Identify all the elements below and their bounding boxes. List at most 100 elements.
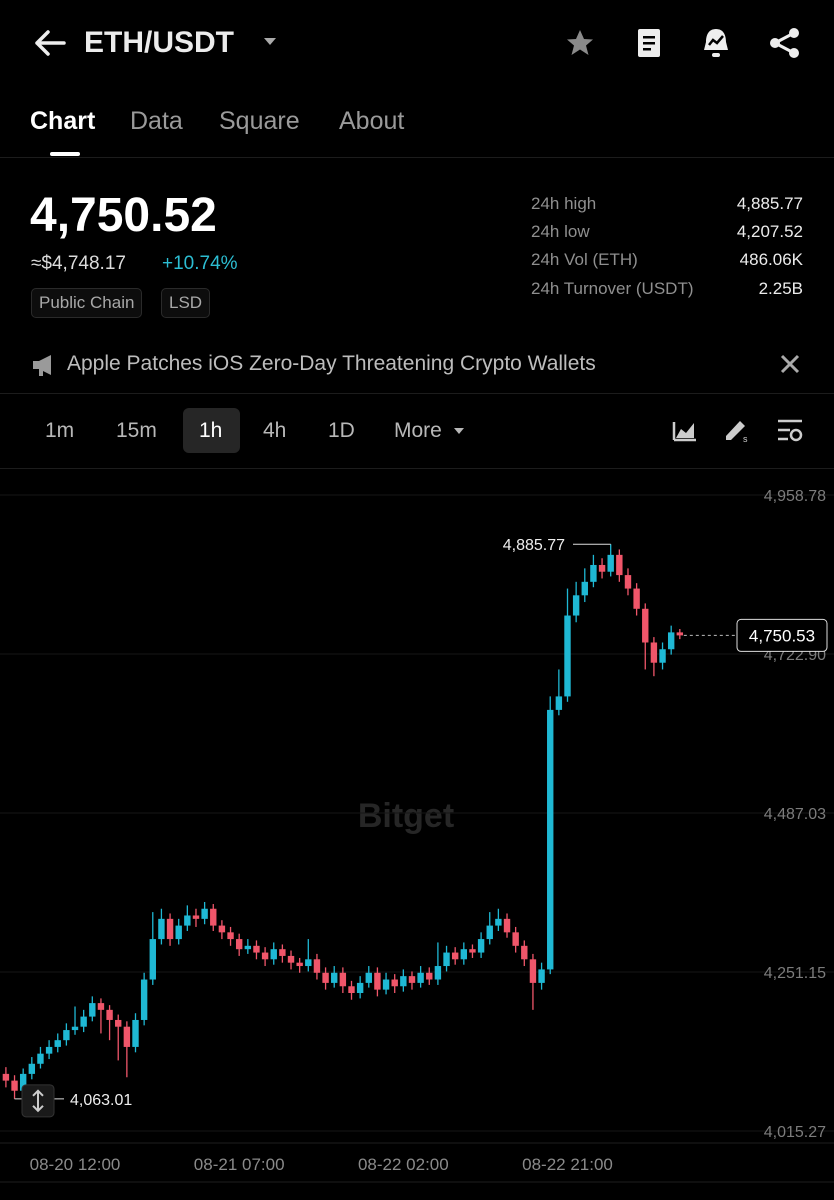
divider (0, 157, 834, 158)
candle-body (313, 959, 321, 973)
candle-body (184, 915, 191, 926)
candle-body (210, 908, 217, 926)
interval[interactable]: 1h (199, 419, 223, 442)
y-tick-label: 4,958.78 (764, 488, 826, 505)
candle-body (244, 945, 252, 950)
x-tick-label: 08-22 21:00 (522, 1155, 613, 1174)
candlestick-chart: Bitget 4,958.784,722.904,487.034,251.154… (0, 488, 834, 1183)
pair-title[interactable]: ETH/USDT (84, 26, 234, 59)
more-dropdown[interactable] (454, 427, 464, 435)
candle-body (305, 959, 312, 967)
candle-body (71, 1026, 79, 1031)
candle-body (54, 1040, 61, 1047)
stat-value: 4,885.77 (736, 194, 803, 213)
candle-body (477, 939, 485, 953)
price-change: +10.74% (162, 253, 238, 274)
candle-body (581, 581, 588, 596)
pair-dropdown[interactable] (263, 37, 277, 47)
interval[interactable]: 15m (116, 419, 157, 442)
candle-body (218, 925, 226, 933)
candle-body (287, 955, 295, 963)
candle-body (676, 632, 684, 636)
candle-body (555, 696, 563, 710)
news-headline[interactable]: Apple Patches iOS Zero-Day Threatening C… (67, 352, 596, 375)
candle-body (598, 564, 606, 572)
candle-body (382, 979, 390, 990)
settings-icon[interactable] (776, 417, 804, 443)
candle-body (667, 632, 675, 650)
alert-icon[interactable] (700, 26, 732, 60)
stat-label: 24h high (531, 194, 597, 213)
candle-body (261, 952, 269, 960)
candle-body (607, 554, 614, 572)
high-marker-label: 4,885.77 (503, 537, 565, 554)
close-news[interactable] (780, 354, 800, 374)
notes-icon[interactable] (634, 27, 664, 59)
candle-body (512, 932, 519, 946)
interval[interactable]: 1D (328, 419, 355, 442)
candle-body (2, 1073, 10, 1081)
interval[interactable]: More (394, 419, 442, 442)
favorite-icon[interactable] (565, 28, 595, 58)
candle-body (19, 1073, 27, 1091)
y-tick-label: 4,015.27 (764, 1124, 826, 1141)
candle-body (443, 952, 450, 967)
x-tick-label: 08-21 07:00 (194, 1155, 285, 1174)
stat-label: 24h Turnover (USDT) (531, 279, 694, 298)
last-price-label: 4,750.53 (749, 626, 815, 645)
candle-body (192, 915, 200, 919)
tab[interactable]: Chart (30, 107, 96, 135)
candle-body (391, 979, 398, 987)
y-tick-label: 4,251.15 (764, 965, 826, 982)
candle-body (564, 615, 571, 697)
indicator-icon[interactable] (672, 418, 698, 444)
candle-body (11, 1080, 18, 1091)
candle-body (339, 972, 347, 987)
candle-body (106, 1009, 113, 1020)
candle-body (227, 932, 234, 940)
candle-body (37, 1053, 44, 1064)
candle-body (279, 949, 286, 956)
stat-value: 2.25B (758, 279, 803, 298)
tag[interactable]: LSD (161, 288, 211, 318)
last-price-box (736, 618, 828, 652)
watermark: Bitget (358, 797, 454, 835)
back-button[interactable] (32, 28, 68, 58)
candle-body (331, 972, 338, 983)
candle-body (547, 709, 554, 970)
candle-body (348, 986, 355, 994)
x-tick-label: 08-22 02:00 (358, 1155, 449, 1174)
candle-body (365, 972, 372, 983)
candle-body (80, 1016, 87, 1027)
candle-body (201, 908, 208, 919)
interval[interactable]: 4h (263, 419, 287, 442)
tab[interactable]: Data (130, 107, 183, 135)
candle-body (529, 959, 537, 983)
tab-underline (50, 152, 80, 156)
candle-body (63, 1030, 70, 1041)
candle-body (149, 939, 156, 980)
share-icon[interactable] (768, 27, 802, 59)
candle-body (132, 1019, 139, 1047)
candle-body (650, 642, 658, 663)
tag[interactable]: Public Chain (31, 288, 143, 318)
candle-body (123, 1026, 131, 1047)
tab[interactable]: Square (219, 107, 300, 135)
candle-body (486, 925, 493, 940)
candle-body (659, 649, 666, 663)
candle-body (374, 972, 381, 990)
stat-label: 24h Vol (ETH) (531, 250, 638, 269)
draw-icon[interactable]: s (723, 416, 751, 444)
stat-label: 24h low (531, 222, 590, 241)
y-tick-label: 4,487.03 (764, 806, 826, 823)
candle-body (590, 564, 597, 582)
candle-body (296, 962, 303, 967)
tab[interactable]: About (339, 107, 405, 135)
stat-value: 486.06K (739, 250, 803, 269)
candle-body (426, 972, 433, 980)
stat-value: 4,207.52 (736, 222, 803, 241)
candle-body (166, 918, 174, 940)
interval[interactable]: 1m (45, 419, 75, 442)
candle-body (616, 554, 623, 576)
